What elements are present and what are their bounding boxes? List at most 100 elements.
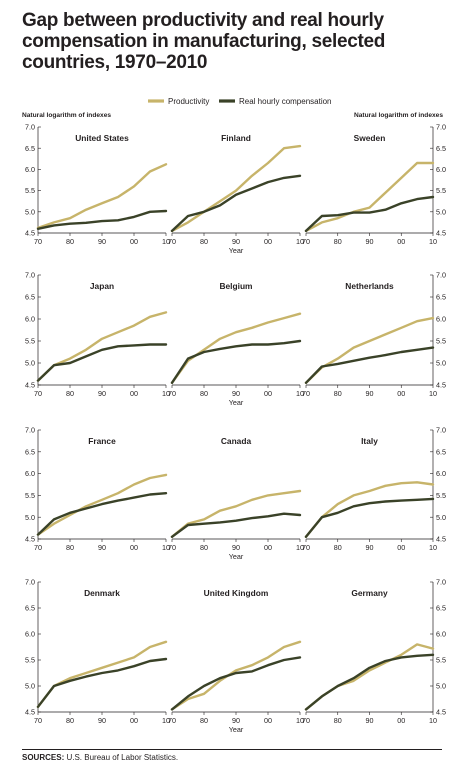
x-tick-label-sweden-1: 80 xyxy=(334,237,342,246)
x-tick-label-france-1: 80 xyxy=(66,543,74,552)
y-tick-label-left-denmark-3: 6.0 xyxy=(25,630,35,639)
y-tick-label-right-sweden-5: 7.0 xyxy=(436,123,446,132)
x-tick-label-sweden-2: 90 xyxy=(366,237,374,246)
productivity-line-united-kingdom xyxy=(170,640,302,711)
y-tick-label-left-united-states-5: 7.0 xyxy=(25,123,35,132)
y-tick-label-left-france-0: 4.5 xyxy=(25,535,35,544)
x-tick-label-canada-3: 00 xyxy=(264,543,272,552)
compensation-line-germany xyxy=(304,653,435,711)
panel-title-japan: Japan xyxy=(90,281,114,291)
x-tick-label-united-states-0: 70 xyxy=(34,237,42,246)
x-tick-label-united-states-3: 00 xyxy=(130,237,138,246)
panel-title-finland: Finland xyxy=(221,133,251,143)
x-tick-label-denmark-1: 80 xyxy=(66,716,74,725)
x-tick-label-denmark-0: 70 xyxy=(34,716,42,725)
y-tick-label-left-united-states-0: 4.5 xyxy=(25,229,35,238)
compensation-line-sweden xyxy=(304,195,435,233)
x-axis-label-canada: Year xyxy=(229,552,244,561)
y-tick-label-left-france-2: 5.5 xyxy=(25,491,35,500)
x-tick-label-belgium-1: 80 xyxy=(200,389,208,398)
x-tick-label-united-kingdom-2: 90 xyxy=(232,716,240,725)
x-tick-label-germany-1: 80 xyxy=(334,716,342,725)
y-tick-label-left-france-5: 7.0 xyxy=(25,426,35,435)
x-tick-label-denmark-3: 00 xyxy=(130,716,138,725)
panel-title-united-kingdom: United Kingdom xyxy=(204,588,269,598)
productivity-line-italy xyxy=(304,481,435,538)
x-tick-label-sweden-0: 70 xyxy=(302,237,310,246)
y-tick-label-left-denmark-0: 4.5 xyxy=(25,708,35,717)
panel-title-italy: Italy xyxy=(361,436,378,446)
y-tick-label-right-germany-2: 5.5 xyxy=(436,656,446,665)
productivity-line-denmark xyxy=(36,640,168,708)
x-tick-label-finland-2: 90 xyxy=(232,237,240,246)
x-tick-label-finland-1: 80 xyxy=(200,237,208,246)
compensation-line-united-kingdom xyxy=(170,656,302,711)
panel-title-germany: Germany xyxy=(351,588,388,598)
legend-label-0: Productivity xyxy=(168,97,209,106)
compensation-line-italy xyxy=(304,497,435,538)
y-tick-label-left-united-states-2: 5.5 xyxy=(25,186,35,195)
x-tick-label-united-kingdom-4: 10 xyxy=(296,716,304,725)
y-tick-label-right-italy-3: 6.0 xyxy=(436,469,446,478)
productivity-line-canada xyxy=(170,489,302,538)
x-tick-label-germany-0: 70 xyxy=(302,716,310,725)
compensation-line-united-states xyxy=(36,209,168,230)
x-tick-label-netherlands-2: 90 xyxy=(366,389,374,398)
x-tick-label-finland-0: 70 xyxy=(168,237,176,246)
x-tick-label-japan-0: 70 xyxy=(34,389,42,398)
y-tick-label-left-japan-3: 6.0 xyxy=(25,315,35,324)
x-tick-label-japan-2: 90 xyxy=(98,389,106,398)
compensation-line-belgium xyxy=(170,339,302,384)
x-tick-label-canada-0: 70 xyxy=(168,543,176,552)
x-tick-label-france-3: 00 xyxy=(130,543,138,552)
x-tick-label-netherlands-4: 10 xyxy=(429,389,437,398)
x-tick-label-netherlands-1: 80 xyxy=(334,389,342,398)
y-tick-label-right-sweden-0: 4.5 xyxy=(436,229,446,238)
y-tick-label-right-sweden-4: 6.5 xyxy=(436,144,446,153)
axis-title-left: Natural logarithm of indexes xyxy=(22,112,111,119)
x-tick-label-netherlands-3: 00 xyxy=(397,389,405,398)
y-tick-label-left-france-4: 6.5 xyxy=(25,447,35,456)
x-tick-label-italy-0: 70 xyxy=(302,543,310,552)
x-tick-label-denmark-4: 10 xyxy=(162,716,170,725)
y-tick-label-left-japan-4: 6.5 xyxy=(25,293,35,302)
panel-title-netherlands: Netherlands xyxy=(345,281,394,291)
y-tick-label-right-italy-1: 5.0 xyxy=(436,513,446,522)
y-tick-label-right-netherlands-2: 5.5 xyxy=(436,337,446,346)
x-tick-label-united-states-1: 80 xyxy=(66,237,74,246)
chart-title: Gap between productivity and real hourly… xyxy=(22,10,386,73)
y-tick-label-left-france-3: 6.0 xyxy=(25,469,35,478)
x-tick-label-sweden-3: 00 xyxy=(397,237,405,246)
x-tick-label-japan-3: 00 xyxy=(130,389,138,398)
y-tick-label-left-japan-1: 5.0 xyxy=(25,359,35,368)
y-tick-label-left-japan-0: 4.5 xyxy=(25,381,35,390)
y-tick-label-left-france-1: 5.0 xyxy=(25,513,35,522)
x-tick-label-united-kingdom-3: 00 xyxy=(264,716,272,725)
y-tick-label-right-netherlands-5: 7.0 xyxy=(436,271,446,280)
x-tick-label-italy-3: 00 xyxy=(397,543,405,552)
y-tick-label-right-germany-3: 6.0 xyxy=(436,630,446,639)
y-tick-label-left-denmark-2: 5.5 xyxy=(25,656,35,665)
y-tick-label-right-netherlands-4: 6.5 xyxy=(436,293,446,302)
panel-title-belgium: Belgium xyxy=(219,281,252,291)
x-tick-label-united-states-4: 10 xyxy=(162,237,170,246)
compensation-line-finland xyxy=(170,174,302,233)
x-axis-label-united-kingdom: Year xyxy=(229,725,244,734)
x-axis-label-finland: Year xyxy=(229,246,244,255)
x-tick-label-belgium-2: 90 xyxy=(232,389,240,398)
x-tick-label-netherlands-0: 70 xyxy=(302,389,310,398)
x-tick-label-france-4: 10 xyxy=(162,543,170,552)
y-tick-label-right-germany-4: 6.5 xyxy=(436,604,446,613)
productivity-line-united-states xyxy=(36,163,168,230)
y-tick-label-right-italy-2: 5.5 xyxy=(436,491,446,500)
productivity-line-finland xyxy=(170,144,302,233)
y-tick-label-left-denmark-5: 7.0 xyxy=(25,578,35,587)
x-tick-label-germany-3: 00 xyxy=(397,716,405,725)
legend-label-1: Real hourly compensation xyxy=(239,97,332,106)
x-tick-label-italy-2: 90 xyxy=(366,543,374,552)
x-tick-label-canada-4: 10 xyxy=(296,543,304,552)
source-text: U.S. Bureau of Labor Statistics. xyxy=(66,753,179,762)
compensation-line-denmark xyxy=(36,657,168,708)
x-tick-label-france-2: 90 xyxy=(98,543,106,552)
